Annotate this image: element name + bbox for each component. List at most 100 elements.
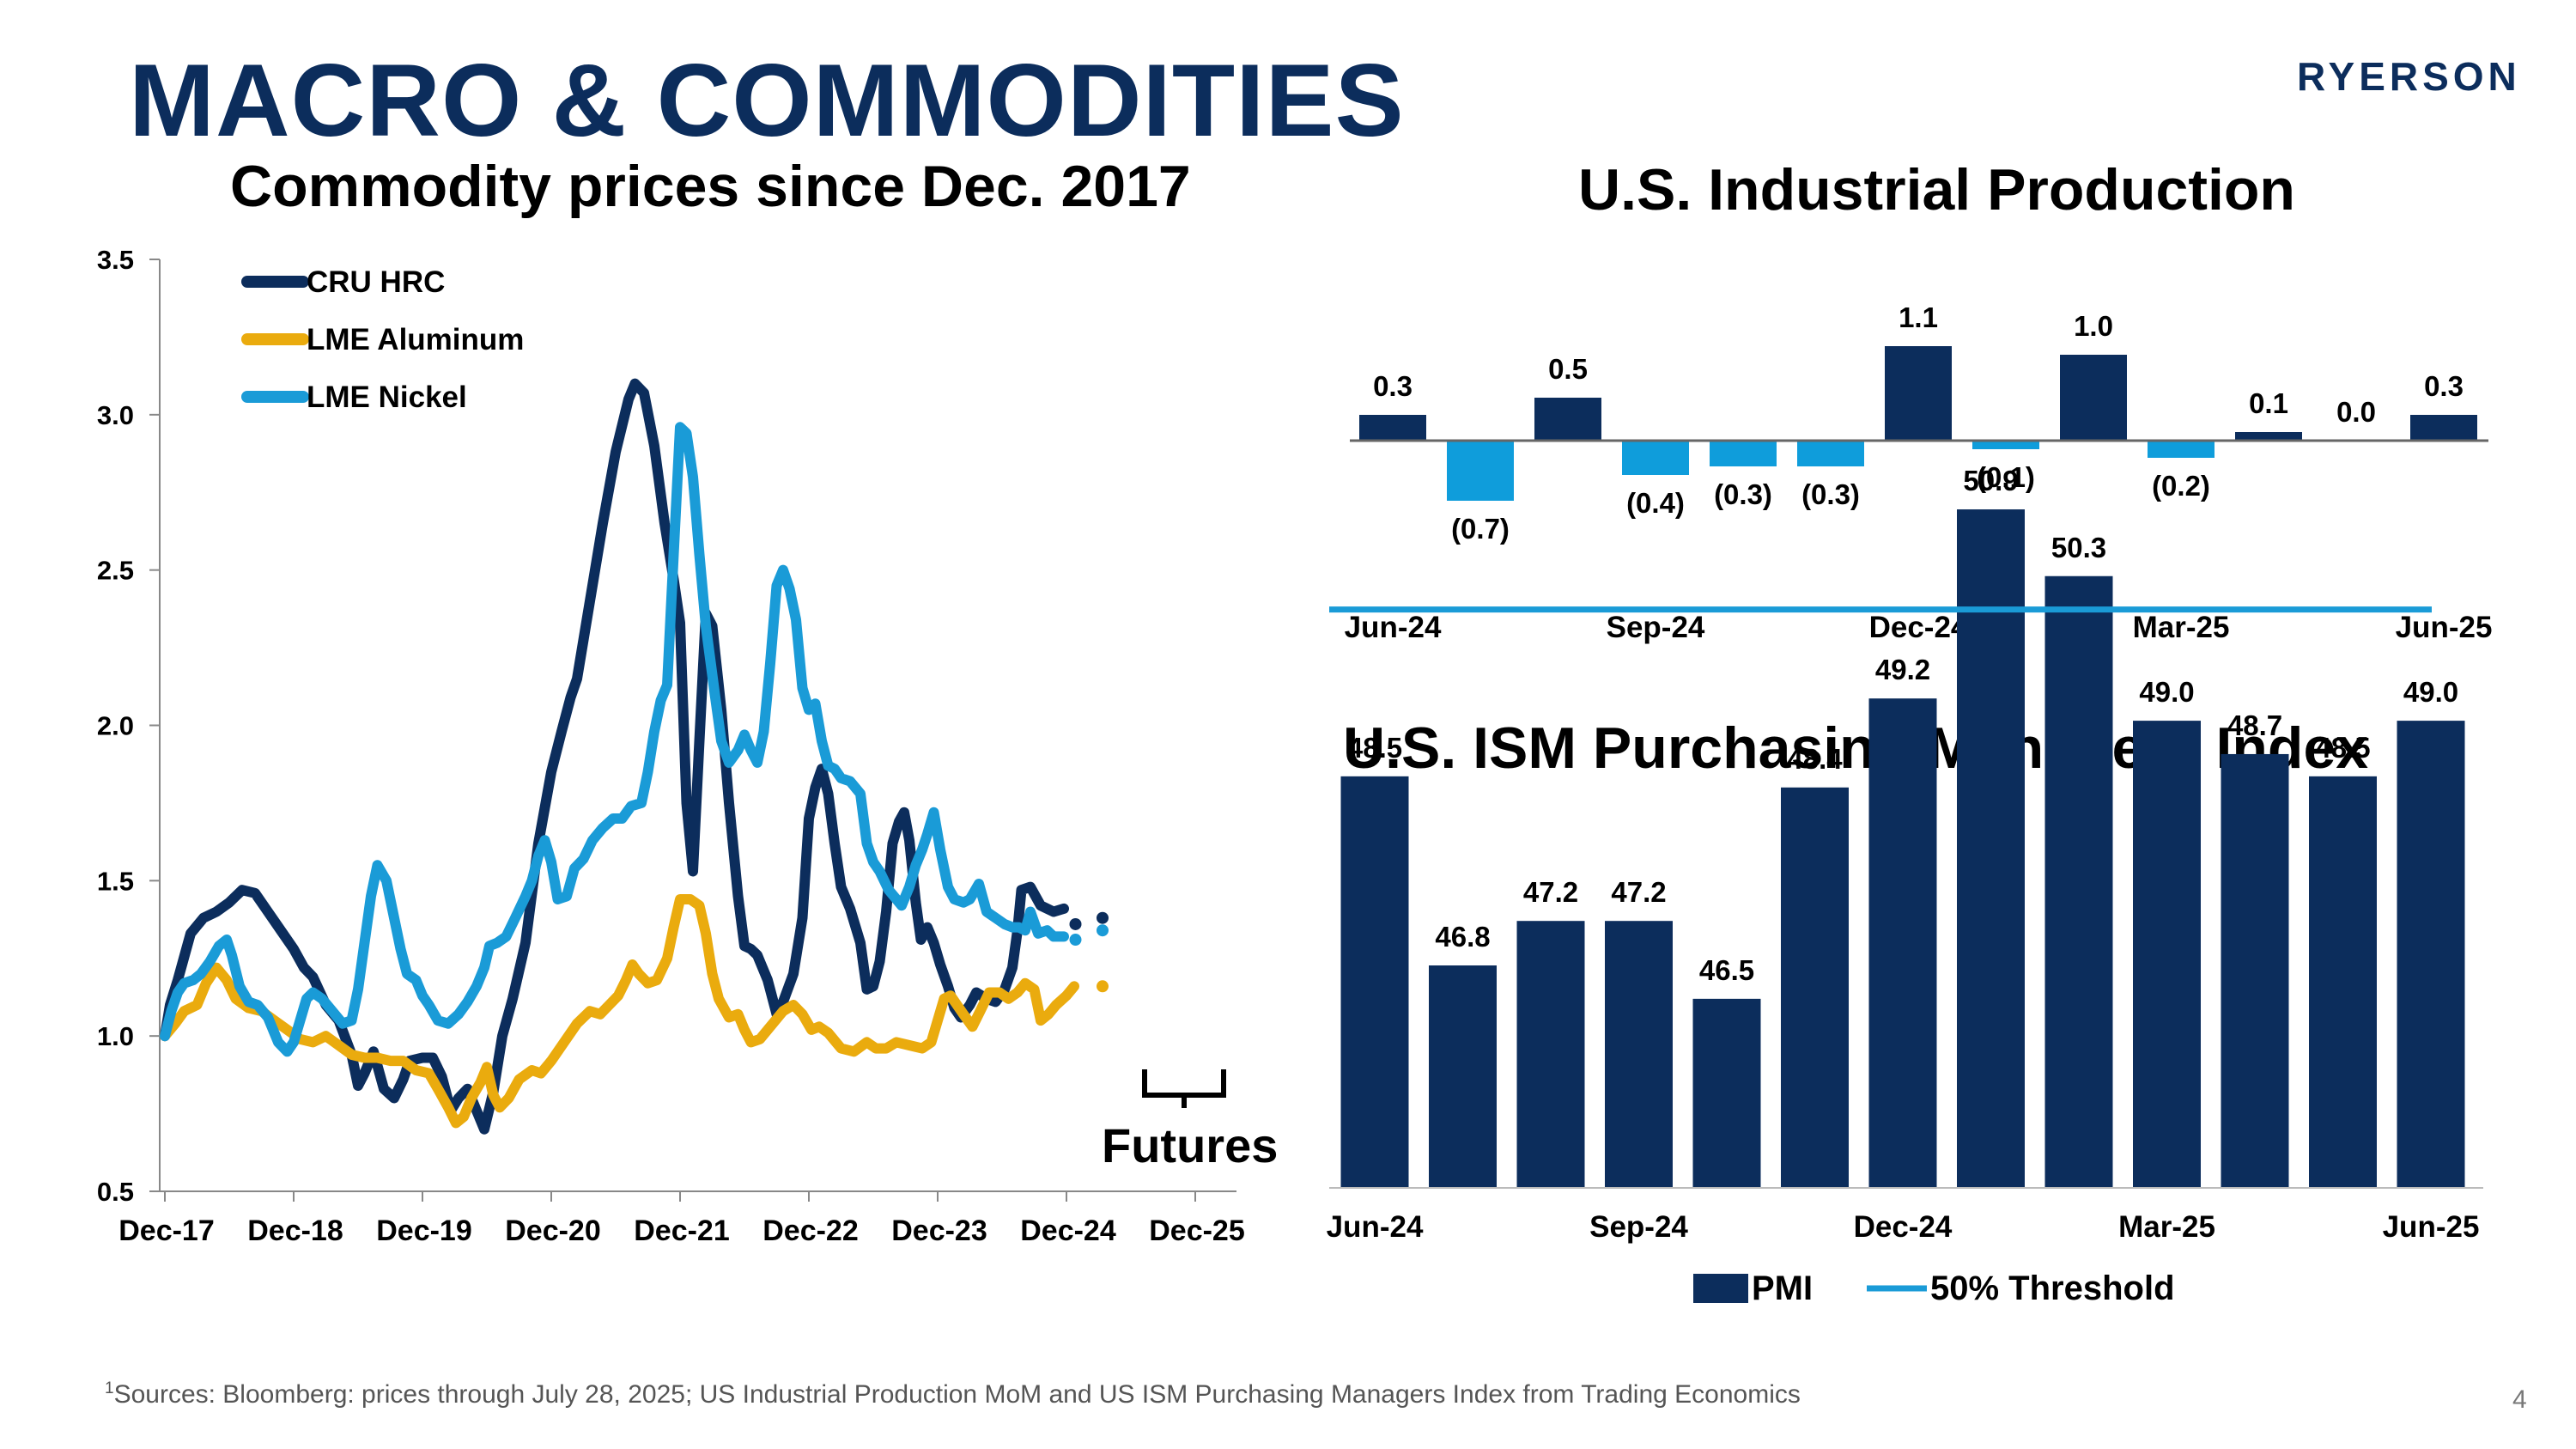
x-tick-label: Dec-25 [1149,1215,1245,1247]
pmi-bar [1781,787,1849,1188]
pmi-data-label: 47.2 [1523,876,1578,908]
pmi-data-label: 49.0 [2139,676,2194,708]
pmi-data-label: 46.5 [1699,954,1754,986]
pmi-data-label: 48.4 [1787,743,1843,775]
ip-data-label: 1.0 [2074,310,2113,342]
pmi-data-label: 48.7 [2227,709,2282,741]
ip-bar [1885,346,1952,441]
footnote: 1Sources: Bloomberg: prices through July… [105,1379,1801,1409]
ip-bar [1447,441,1514,501]
pmi-x-tick-label: Sep-24 [1589,1210,1688,1244]
pmi-bar [1516,921,1585,1188]
pmi-bar [1868,698,1937,1188]
pmi-data-label: 50.3 [2051,532,2106,563]
ip-x-tick-label: Sep-24 [1607,611,1705,644]
page-number: 4 [2512,1385,2527,1414]
pmi-bar [1692,998,1761,1188]
futures-label: Futures [1102,1118,1278,1172]
ryerson-logo: RYERSON [2297,54,2521,99]
y-tick-label: 3.0 [97,400,134,430]
pmi-bar [2397,721,2465,1188]
ip-data-label: 0.1 [2249,387,2288,419]
pmi-data-label: 49.0 [2403,676,2458,708]
pmi-bar [1605,921,1673,1188]
ip-data-label: 0.5 [1548,353,1588,385]
pmi-data-label: 50.9 [1963,465,2018,496]
lme-aluminum-line [160,894,1079,1129]
pmi-bar [1429,965,1497,1188]
pmi-data-label: 49.2 [1875,654,1930,685]
ip-bar [1359,415,1426,441]
ip-data-label: 0.3 [1373,370,1413,402]
y-tick-label: 2.0 [97,711,134,741]
page-title: MACRO & COMMODITIES [129,43,1405,158]
pmi-x-tick-label: Mar-25 [2118,1210,2215,1244]
pmi-legend-swatch [1693,1274,1748,1303]
pmi-bar [1340,776,1409,1188]
ip-data-label: 1.1 [1899,301,1938,333]
futures-point [1097,924,1109,937]
pmi-bar [1957,509,2025,1188]
ip-x-tick-label: Jun-24 [1345,611,1442,644]
futures-point [1069,934,1082,947]
x-tick-label: Dec-23 [891,1215,987,1247]
ip-data-label: (0.3) [1714,478,1772,510]
pmi-bar [2309,776,2377,1188]
legend-label: LME Aluminum [307,323,524,356]
ip-data-label: (0.3) [1801,478,1860,510]
ip-bar [2235,432,2302,441]
pmi-legend-label: PMI [1752,1269,1813,1307]
ip-data-label: (0.1) [1977,461,2035,493]
y-tick-label: 3.5 [97,245,134,275]
ip-data-label: 0.0 [2336,396,2376,428]
pmi-x-tick-label: Jun-24 [1327,1210,1424,1244]
ip-data-label: (0.7) [1451,513,1510,545]
x-tick-label: Dec-21 [634,1215,730,1247]
ip-bar [1797,441,1864,466]
commodity-chart-title: Commodity prices since Dec. 2017 [230,154,1191,219]
y-tick-label: 1.5 [97,866,134,896]
threshold-legend-label: 50% Threshold [1930,1269,2175,1307]
ip-bar [2060,355,2127,441]
ip-bar [1972,441,2039,449]
x-tick-label: Dec-17 [118,1215,215,1247]
futures-point [1069,917,1082,930]
pmi-data-label: 48.5 [1347,732,1402,764]
ip-bar [2148,441,2215,458]
pmi-data-label: 46.8 [1435,921,1490,953]
pmi-x-tick-label: Dec-24 [1854,1210,1953,1244]
pmi-x-tick-label: Jun-25 [2383,1210,2480,1244]
ip-data-label: (0.2) [2152,470,2210,502]
ip-x-tick-label: Mar-25 [2133,611,2230,644]
pmi-bar [2133,721,2201,1188]
pmi-data-label: 47.2 [1611,876,1666,908]
ip-data-label: 0.3 [2424,370,2464,402]
futures-point [1097,980,1109,993]
x-tick-label: Dec-19 [376,1215,472,1247]
ip-bar [2410,415,2477,441]
x-tick-label: Dec-18 [247,1215,343,1247]
ip-bar [1710,441,1777,466]
y-tick-label: 2.5 [97,556,134,586]
pmi-data-label: 48.5 [2315,732,2370,764]
y-tick-label: 1.0 [97,1021,134,1051]
ip-bar [1622,441,1689,475]
legend-label: LME Nickel [307,381,467,414]
x-tick-label: Dec-22 [762,1215,859,1247]
cru-hrc-line [160,378,1069,1135]
x-tick-label: Dec-20 [505,1215,601,1247]
pmi-bar [2044,575,2113,1188]
ip-bar [1534,398,1601,441]
pmi-bar [2221,753,2289,1188]
ip-x-tick-label: Dec-24 [1869,611,1968,644]
industrial-production-title: U.S. Industrial Production [1578,157,2295,222]
ip-x-tick-label: Jun-25 [2396,611,2493,644]
ip-data-label: (0.4) [1626,487,1685,519]
x-tick-label: Dec-24 [1020,1215,1116,1247]
futures-brace [1142,1069,1226,1108]
lme-nickel-line [160,422,1069,1057]
futures-point [1097,911,1109,924]
